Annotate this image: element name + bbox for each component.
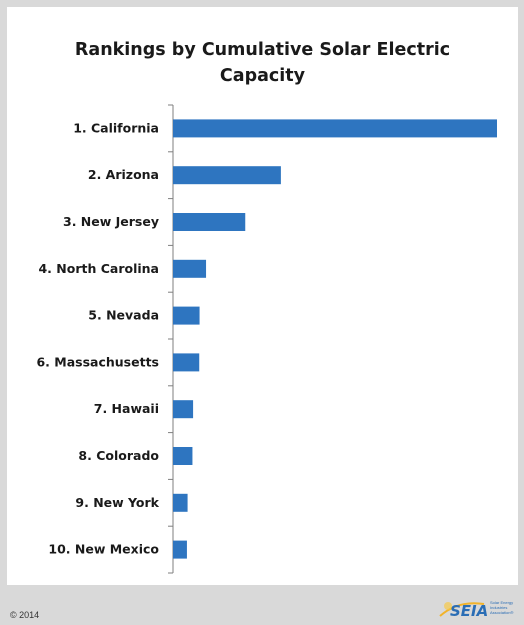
copyright-text: © 2014	[10, 610, 40, 620]
category-label: 9. New York	[75, 495, 159, 510]
bar-chart: 1. California 2. Arizona 3. New Jersey 4. N…	[36, 104, 497, 574]
category-label: 2. Arizona	[88, 167, 159, 182]
bar	[173, 400, 194, 419]
category-label: 5. Nevada	[88, 308, 159, 323]
bar	[173, 259, 207, 278]
bar	[173, 493, 188, 512]
logo-wordmark: SEIA	[450, 602, 489, 620]
category-label: 10. New Mexico	[48, 542, 159, 557]
seia-logo: SEIA Solar Energy Industries Association…	[438, 596, 520, 622]
category-label: 8. Colorado	[78, 448, 159, 463]
chart-title-line-2: Capacity	[219, 66, 306, 86]
category-label: 4. North Carolina	[38, 261, 159, 276]
bar	[173, 119, 497, 138]
category-label: 6. Massachusetts	[36, 354, 159, 369]
chart-title: Rankings by Cumulative Solar Electric Ca…	[7, 37, 518, 89]
bar	[173, 306, 200, 325]
bar	[173, 353, 200, 372]
bar	[173, 447, 193, 465]
logo-tagline: Solar Energy Industries Association®	[490, 600, 514, 615]
bar	[173, 213, 246, 231]
category-label: 7. Hawaii	[94, 401, 159, 416]
bar	[173, 166, 281, 185]
sun-swoosh-icon	[439, 602, 485, 617]
chart-title-line-1: Rankings by Cumulative Solar Electric	[74, 40, 451, 60]
chart-panel: Rankings by Cumulative Solar Electric Ca…	[7, 7, 518, 585]
category-label: 1. California	[73, 120, 159, 135]
bar	[173, 540, 187, 559]
category-label: 3. New Jersey	[63, 214, 159, 229]
